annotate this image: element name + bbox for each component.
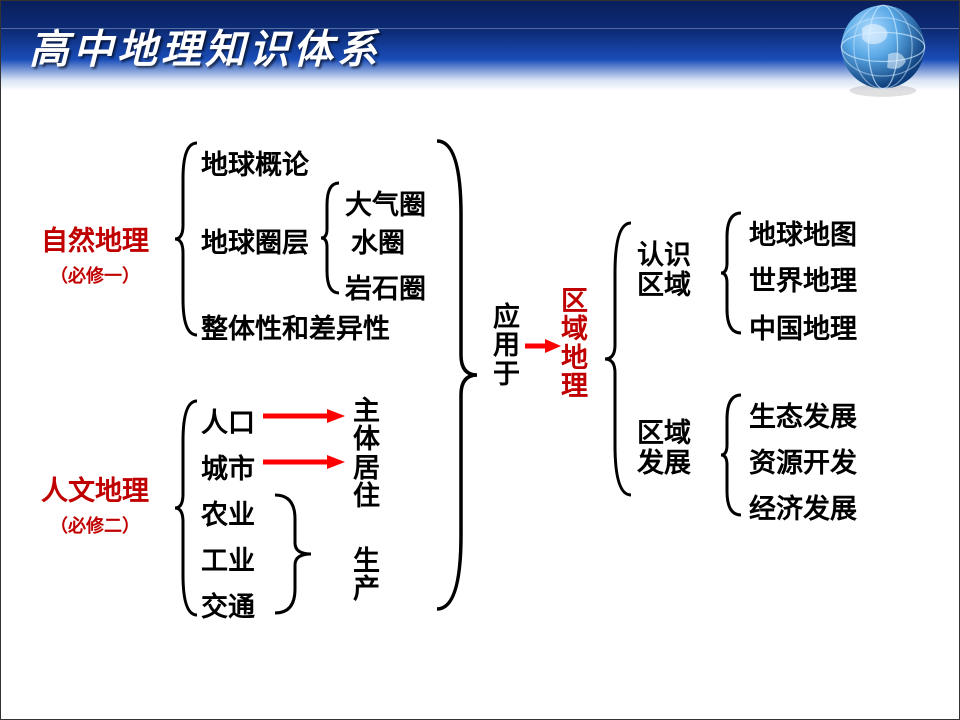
reg-b2-i2: 资源开发: [749, 441, 857, 480]
globe-icon: [831, 0, 935, 101]
reg-b1-i1: 地球地图: [749, 213, 857, 252]
brace-regional: [603, 219, 635, 499]
human-c1-1: 人口: [201, 401, 255, 440]
arrow-1: [261, 407, 347, 425]
human-title: 人文地理: [41, 469, 149, 508]
c2-char-2: 体: [353, 425, 380, 453]
reg-branch-2: 区域发展: [637, 419, 691, 478]
human-section: 人文地理 （必修二）: [41, 469, 149, 538]
natural-section: 自然地理 （必修一）: [41, 219, 149, 288]
human-c1-4: 工业: [201, 539, 255, 578]
page-title: 高中地理知识体系: [29, 17, 381, 75]
reg-b2-i1: 生态发展: [749, 395, 857, 434]
c2-char-3: 居: [353, 454, 380, 482]
sphere-2: 水圈: [351, 221, 405, 260]
human-subtitle: （必修二）: [41, 512, 149, 538]
sc-char-1: 生: [353, 547, 380, 575]
natural-item-3: 整体性和差异性: [201, 307, 390, 346]
arrow-2: [261, 453, 347, 471]
brace-big: [431, 135, 481, 615]
reg-b1-i3: 中国地理: [749, 307, 857, 346]
human-c2-top: 主 体 居 住: [353, 397, 380, 510]
brace-rb2: [719, 391, 745, 519]
natural-item-2: 地球圈层: [201, 221, 309, 260]
c2-char-1: 主: [353, 397, 380, 425]
c2-char-4: 住: [353, 482, 380, 510]
human-c1-3: 农业: [201, 493, 255, 532]
sphere-1: 大气圈: [345, 183, 426, 222]
regional-title: 区 域 地 理: [561, 287, 588, 400]
brace-natural: [173, 139, 201, 339]
reg-b2-i3: 经济发展: [749, 487, 857, 526]
sphere-3: 岩石圈: [345, 267, 426, 306]
brace-human: [173, 397, 201, 619]
human-c2-bottom: 生 产: [353, 547, 380, 604]
header-bar: 高中地理知识体系: [1, 1, 959, 91]
reg-branch-1: 认识区域: [637, 241, 691, 300]
human-c1-5: 交通: [201, 585, 255, 624]
bridge-label: 应 用 于: [493, 303, 520, 388]
arrow-3: [523, 337, 563, 355]
natural-subtitle: （必修一）: [41, 262, 149, 288]
brace-rb1: [719, 209, 745, 337]
brace-production: [269, 491, 315, 617]
natural-title: 自然地理: [41, 219, 149, 258]
brace-spheres: [319, 179, 343, 297]
human-c1-2: 城市: [201, 447, 255, 486]
natural-item-1: 地球概论: [201, 143, 309, 182]
reg-b1-i2: 世界地理: [749, 259, 857, 298]
diagram-area: 自然地理 （必修一） 地球概论 地球圈层 整体性和差异性 大气圈 水圈 岩石圈 …: [1, 91, 959, 719]
sc-char-2: 产: [353, 575, 380, 603]
